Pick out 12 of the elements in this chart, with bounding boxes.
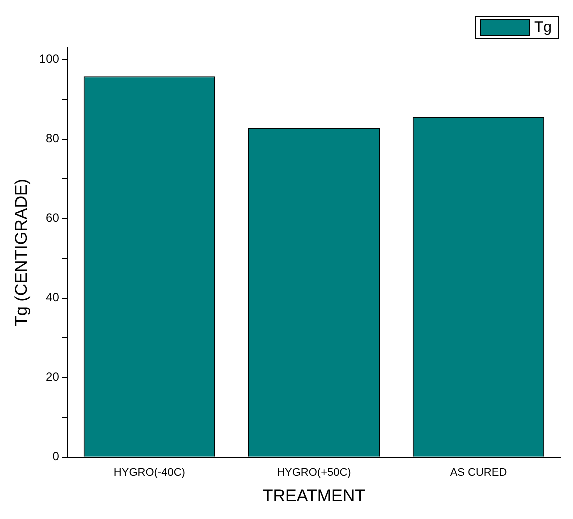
text: Tg: [534, 19, 552, 36]
y-tick-label: 20: [46, 370, 60, 384]
x-tick-label: AS CURED: [450, 467, 508, 480]
y-tick-label: 80: [46, 132, 60, 146]
y-tick-label: 0: [52, 450, 60, 464]
x-tick-label: HYGRO(+50C): [277, 467, 352, 480]
y-tick-label: 40: [46, 290, 60, 305]
x-axis-title: TREATMENT: [262, 486, 366, 506]
y-tick-label: 100: [39, 52, 60, 66]
y-axis-title: Tg (CENTIGRADE): [12, 179, 31, 326]
y-tick-label: 60: [46, 211, 60, 226]
x-tick-label: HYGRO(-40C): [114, 467, 186, 480]
